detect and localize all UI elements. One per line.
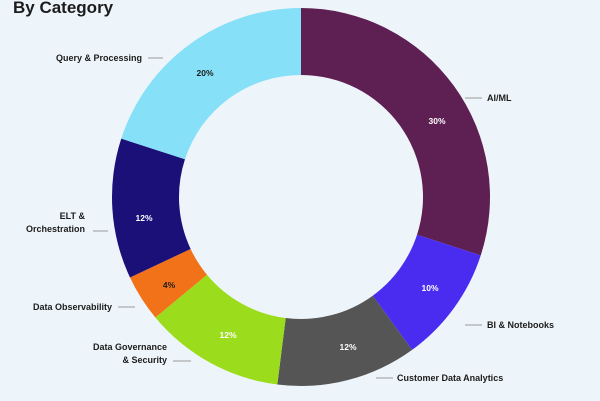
chart-title: By Category [13, 0, 114, 17]
slice-label: Customer Data Analytics [397, 373, 503, 383]
slice-percent-label: 10% [421, 283, 438, 293]
slice-label: Data Observability [33, 302, 112, 312]
slice-percent-label: 30% [428, 116, 445, 126]
slice-data-observability [129, 248, 207, 318]
slice-label: Query & Processing [56, 53, 142, 63]
slice-label: BI & Notebooks [487, 320, 554, 330]
slice-elt-orchestration [112, 138, 191, 278]
slice-label: Data Governance & Security [93, 342, 167, 365]
slice-label: ELT & Orchestration [26, 211, 86, 234]
slice-bi-notebooks [372, 234, 481, 350]
slice-label: AI/ML [487, 93, 512, 103]
slice-percent-label: 4% [163, 280, 176, 290]
slice-data-governance-security [155, 274, 286, 385]
slice-percent-label: 12% [219, 330, 236, 340]
slice-percent-label: 20% [196, 68, 213, 78]
slice-percent-label: 12% [135, 213, 152, 223]
slice-customer-data-analytics [277, 295, 413, 386]
slice-percent-label: 12% [339, 342, 356, 352]
slice-ai-ml [301, 8, 490, 256]
slice-query-processing [121, 8, 301, 160]
